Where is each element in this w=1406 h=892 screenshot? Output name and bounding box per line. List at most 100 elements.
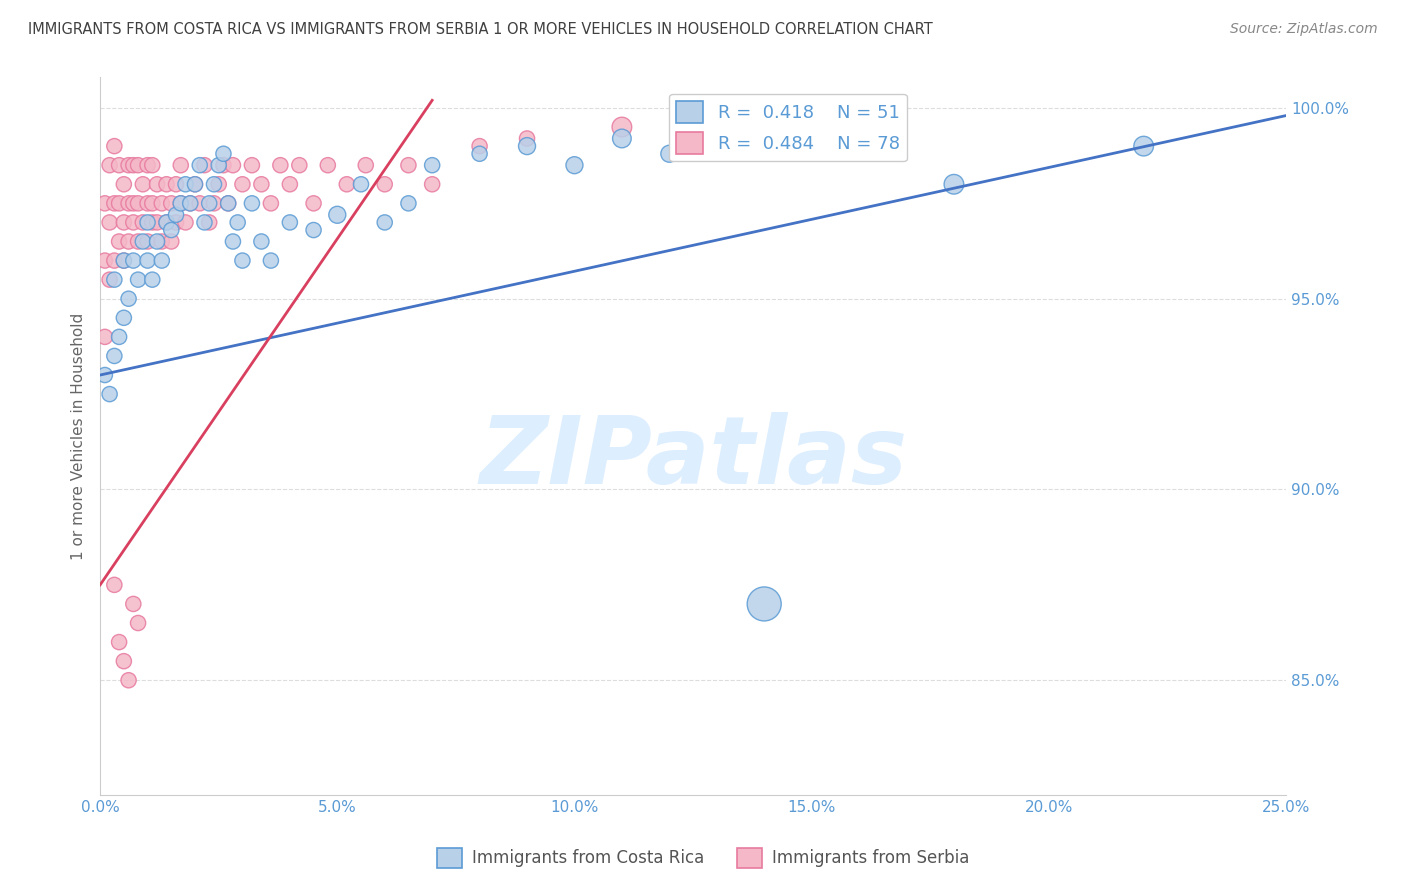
Point [754, 597, 776, 611]
Point [150, 253, 173, 268]
Point [260, 196, 283, 211]
Point [188, 196, 211, 211]
Text: IMMIGRANTS FROM COSTA RICA VS IMMIGRANTS FROM SERBIA 1 OR MORE VEHICLES IN HOUSE: IMMIGRANTS FROM COSTA RICA VS IMMIGRANTS… [28, 22, 932, 37]
Point [155, 215, 177, 229]
Point [108, 158, 131, 172]
Point [146, 235, 169, 249]
Point [398, 196, 420, 211]
Point [160, 223, 183, 237]
Point [155, 178, 177, 192]
Point [1132, 139, 1154, 153]
Point [141, 158, 163, 172]
Point [98, 158, 121, 172]
Point [278, 178, 301, 192]
Point [658, 146, 681, 161]
Point [165, 178, 187, 192]
Point [610, 120, 633, 134]
Point [98, 215, 121, 229]
Point [420, 178, 443, 192]
Point [122, 158, 145, 172]
Point [103, 253, 125, 268]
Point [564, 158, 586, 172]
Point [316, 158, 339, 172]
Point [179, 196, 201, 211]
Point [132, 178, 155, 192]
Point [112, 253, 135, 268]
Point [136, 196, 159, 211]
Point [103, 349, 125, 363]
Point [468, 146, 491, 161]
Point [198, 196, 221, 211]
Point [141, 215, 163, 229]
Point [240, 196, 263, 211]
Point [94, 253, 117, 268]
Point [103, 139, 125, 153]
Point [302, 223, 325, 237]
Point [103, 196, 125, 211]
Point [141, 196, 163, 211]
Point [170, 158, 193, 172]
Point [250, 235, 273, 249]
Point [127, 273, 149, 287]
Point [141, 273, 163, 287]
Point [208, 158, 231, 172]
Point [108, 635, 131, 649]
Point [112, 178, 135, 192]
Point [136, 158, 159, 172]
Point [188, 158, 211, 172]
Point [269, 158, 291, 172]
Point [150, 235, 173, 249]
Point [112, 253, 135, 268]
Point [374, 215, 396, 229]
Point [198, 215, 221, 229]
Point [94, 196, 117, 211]
Point [179, 196, 201, 211]
Point [170, 196, 193, 211]
Point [202, 178, 225, 192]
Legend: R =  0.418    N = 51, R =  0.484    N = 78: R = 0.418 N = 51, R = 0.484 N = 78 [669, 94, 907, 161]
Point [112, 654, 135, 668]
Point [94, 330, 117, 344]
Point [103, 273, 125, 287]
Point [98, 273, 121, 287]
Point [420, 158, 443, 172]
Point [94, 368, 117, 382]
Point [217, 196, 239, 211]
Point [212, 146, 235, 161]
Point [127, 158, 149, 172]
Point [193, 158, 215, 172]
Point [278, 215, 301, 229]
Point [184, 178, 207, 192]
Point [610, 131, 633, 145]
Point [127, 235, 149, 249]
Legend: Immigrants from Costa Rica, Immigrants from Serbia: Immigrants from Costa Rica, Immigrants f… [430, 841, 976, 875]
Point [117, 292, 139, 306]
Point [288, 158, 311, 172]
Point [160, 196, 183, 211]
Point [193, 215, 215, 229]
Point [155, 215, 177, 229]
Point [398, 158, 420, 172]
Point [136, 215, 159, 229]
Point [231, 253, 253, 268]
Point [231, 178, 253, 192]
Point [117, 673, 139, 688]
Point [122, 253, 145, 268]
Point [250, 178, 273, 192]
Point [132, 215, 155, 229]
Point [202, 196, 225, 211]
Point [516, 131, 538, 145]
Point [217, 196, 239, 211]
Point [354, 158, 377, 172]
Point [122, 196, 145, 211]
Point [212, 158, 235, 172]
Text: ZIPatlas: ZIPatlas [479, 411, 907, 504]
Point [160, 235, 183, 249]
Point [108, 330, 131, 344]
Point [165, 215, 187, 229]
Point [942, 178, 965, 192]
Point [222, 235, 245, 249]
Point [136, 253, 159, 268]
Point [122, 215, 145, 229]
Point [260, 253, 283, 268]
